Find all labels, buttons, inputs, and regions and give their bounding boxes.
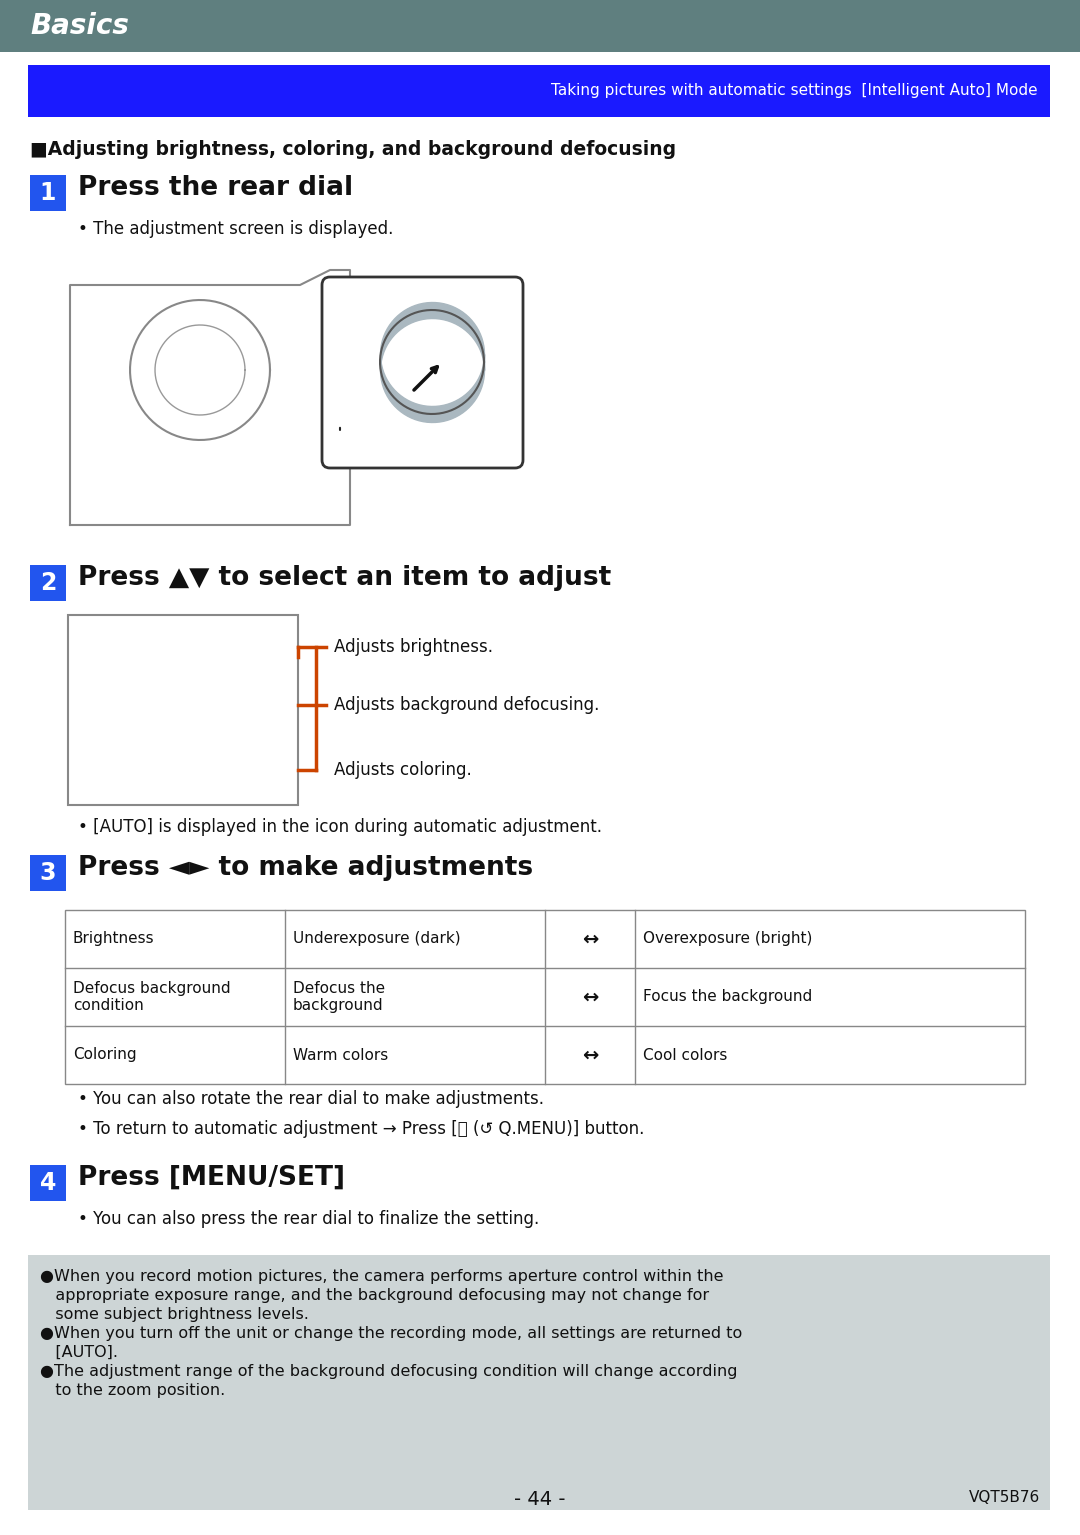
Bar xyxy=(0,0,1080,52)
Text: Focus the background: Focus the background xyxy=(643,990,812,1004)
Bar xyxy=(30,1165,66,1200)
Text: Press the rear dial: Press the rear dial xyxy=(78,175,353,201)
Text: ●When you record motion pictures, the camera performs aperture control within th: ●When you record motion pictures, the ca… xyxy=(40,1269,724,1283)
Text: • To return to automatic adjustment → Press [⓳ (↺ Q.MENU)] button.: • To return to automatic adjustment → Pr… xyxy=(78,1121,645,1137)
Text: to the zoom position.: to the zoom position. xyxy=(40,1383,226,1398)
Text: 1: 1 xyxy=(40,181,56,206)
Text: Cool colors: Cool colors xyxy=(643,1047,727,1062)
Bar xyxy=(30,175,66,210)
Bar xyxy=(28,1256,1050,1510)
Text: ■Adjusting brightness, coloring, and background defocusing: ■Adjusting brightness, coloring, and bac… xyxy=(30,140,676,160)
Text: Adjusts background defocusing.: Adjusts background defocusing. xyxy=(334,695,599,714)
Text: • [AUTO] is displayed in the icon during automatic adjustment.: • [AUTO] is displayed in the icon during… xyxy=(78,818,602,837)
Text: • You can also rotate the rear dial to make adjustments.: • You can also rotate the rear dial to m… xyxy=(78,1090,544,1108)
Text: 3: 3 xyxy=(40,861,56,886)
Text: 4: 4 xyxy=(40,1171,56,1196)
Text: Coloring: Coloring xyxy=(73,1047,137,1062)
Bar xyxy=(60,270,350,510)
Text: • You can also press the rear dial to finalize the setting.: • You can also press the rear dial to fi… xyxy=(78,1210,539,1228)
Text: [AUTO].: [AUTO]. xyxy=(40,1345,118,1360)
Text: appropriate exposure range, and the background defocusing may not change for: appropriate exposure range, and the back… xyxy=(40,1288,710,1303)
Text: - 44 -: - 44 - xyxy=(514,1490,566,1509)
Text: Defocus background
condition: Defocus background condition xyxy=(73,981,231,1013)
Text: ●When you turn off the unit or change the recording mode, all settings are retur: ●When you turn off the unit or change th… xyxy=(40,1326,742,1342)
Text: ↔: ↔ xyxy=(582,987,598,1007)
Text: Press ◄► to make adjustments: Press ◄► to make adjustments xyxy=(78,855,534,881)
Text: Overexposure (bright): Overexposure (bright) xyxy=(643,932,812,947)
Text: Defocus the
background: Defocus the background xyxy=(293,981,386,1013)
Bar xyxy=(60,270,350,510)
Text: Underexposure (dark): Underexposure (dark) xyxy=(293,932,461,947)
Text: Warm colors: Warm colors xyxy=(293,1047,388,1062)
Bar xyxy=(65,910,1025,1084)
Text: Press ▲▼ to select an item to adjust: Press ▲▼ to select an item to adjust xyxy=(78,565,611,591)
Bar xyxy=(28,64,1050,117)
Text: Brightness: Brightness xyxy=(73,932,154,947)
Text: ↔: ↔ xyxy=(582,930,598,949)
Bar xyxy=(30,855,66,890)
Text: Press [MENU/SET]: Press [MENU/SET] xyxy=(78,1165,345,1191)
FancyBboxPatch shape xyxy=(322,276,523,468)
Bar xyxy=(68,616,298,804)
Text: some subject brightness levels.: some subject brightness levels. xyxy=(40,1306,309,1322)
Text: ↔: ↔ xyxy=(582,1045,598,1064)
Text: 2: 2 xyxy=(40,571,56,596)
Text: Taking pictures with automatic settings  [Intelligent Auto] Mode: Taking pictures with automatic settings … xyxy=(552,83,1038,98)
Text: ●The adjustment range of the background defocusing condition will change accordi: ●The adjustment range of the background … xyxy=(40,1365,738,1378)
Text: Adjusts coloring.: Adjusts coloring. xyxy=(334,761,472,778)
Text: Basics: Basics xyxy=(30,12,129,40)
Text: VQT5B76: VQT5B76 xyxy=(969,1490,1040,1504)
Bar xyxy=(30,565,66,602)
Text: • The adjustment screen is displayed.: • The adjustment screen is displayed. xyxy=(78,220,393,238)
Text: Adjusts brightness.: Adjusts brightness. xyxy=(334,639,492,655)
